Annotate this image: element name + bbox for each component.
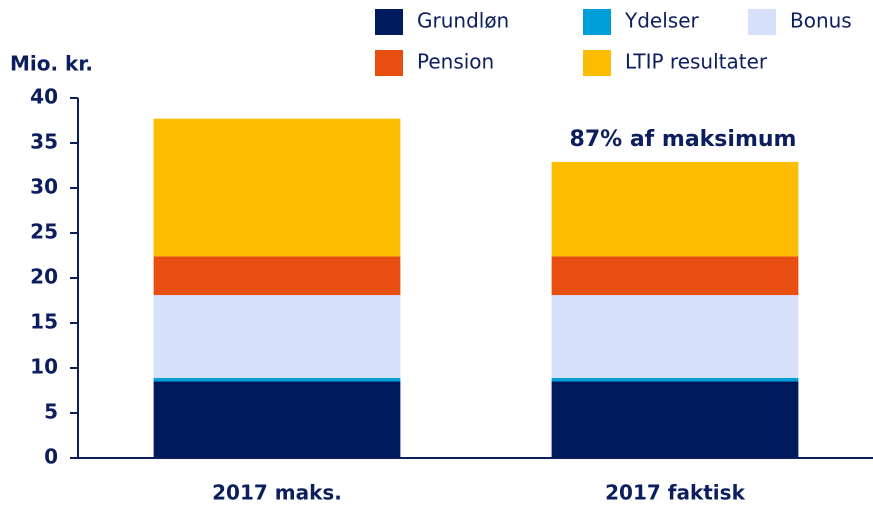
y-tick-label: 35 <box>30 130 58 154</box>
bar-segment <box>153 256 401 296</box>
y-tick-label: 30 <box>30 175 58 199</box>
y-tick-label: 10 <box>30 355 58 379</box>
y-tick-label: 20 <box>30 265 58 289</box>
bar-segment <box>153 295 401 378</box>
bar-segment <box>153 381 401 458</box>
legend-label: Bonus <box>790 9 852 33</box>
legend-swatch <box>748 9 776 35</box>
y-tick-label: 5 <box>44 400 58 424</box>
legend-swatch <box>375 50 403 76</box>
legend-swatch <box>375 9 403 35</box>
bar-segment <box>153 377 401 382</box>
y-tick-label: 25 <box>30 220 58 244</box>
legend-label: Ydelser <box>624 9 699 33</box>
legend-swatch <box>583 9 611 35</box>
bar-segment <box>153 118 401 257</box>
bar-segment <box>551 295 799 378</box>
legend-swatch <box>583 50 611 76</box>
legend-label: Grundløn <box>417 9 509 33</box>
bar-segment <box>551 377 799 382</box>
bar-segment <box>551 381 799 458</box>
bar-segment <box>551 161 799 257</box>
x-tick-label: 2017 faktisk <box>605 481 745 505</box>
legend-label: Pension <box>417 50 494 74</box>
y-tick-label: 40 <box>30 85 58 109</box>
bar-segment <box>551 256 799 296</box>
y-axis-label: Mio. kr. <box>10 52 93 76</box>
x-tick-label: 2017 maks. <box>212 481 342 505</box>
legend-label: LTIP resultater <box>625 50 768 74</box>
y-tick-label: 15 <box>30 310 58 334</box>
y-tick-label: 0 <box>44 445 58 469</box>
annotation: 87% af maksimum <box>570 127 797 152</box>
